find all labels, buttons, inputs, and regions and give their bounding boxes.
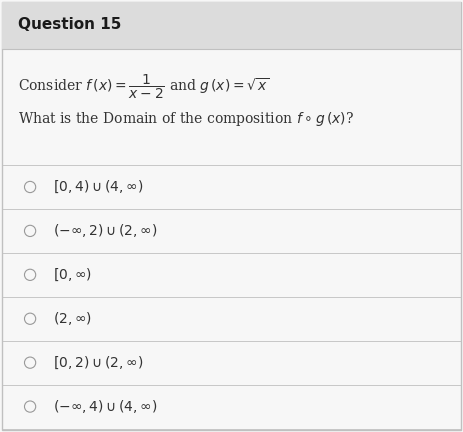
Text: What is the Domain of the composition $f \circ g\,(x)$?: What is the Domain of the composition $f… xyxy=(18,110,354,128)
Text: $[0, \infty)$: $[0, \infty)$ xyxy=(53,267,92,283)
Text: $(-\infty, 4) \cup (4, \infty)$: $(-\infty, 4) \cup (4, \infty)$ xyxy=(53,398,158,415)
Text: Question 15: Question 15 xyxy=(18,17,121,32)
Text: $(-\infty, 2) \cup (2, \infty)$: $(-\infty, 2) \cup (2, \infty)$ xyxy=(53,222,158,239)
Text: $[0, 2) \cup (2, \infty)$: $[0, 2) \cup (2, \infty)$ xyxy=(53,355,144,371)
Text: $[0, 4) \cup (4, \infty)$: $[0, 4) \cup (4, \infty)$ xyxy=(53,179,144,195)
FancyBboxPatch shape xyxy=(2,2,461,49)
Text: $(2, \infty)$: $(2, \infty)$ xyxy=(53,310,92,327)
Text: Consider $f\,(x) = \dfrac{1}{x-2}$ and $g\,(x) = \sqrt{x}$: Consider $f\,(x) = \dfrac{1}{x-2}$ and $… xyxy=(18,72,269,101)
